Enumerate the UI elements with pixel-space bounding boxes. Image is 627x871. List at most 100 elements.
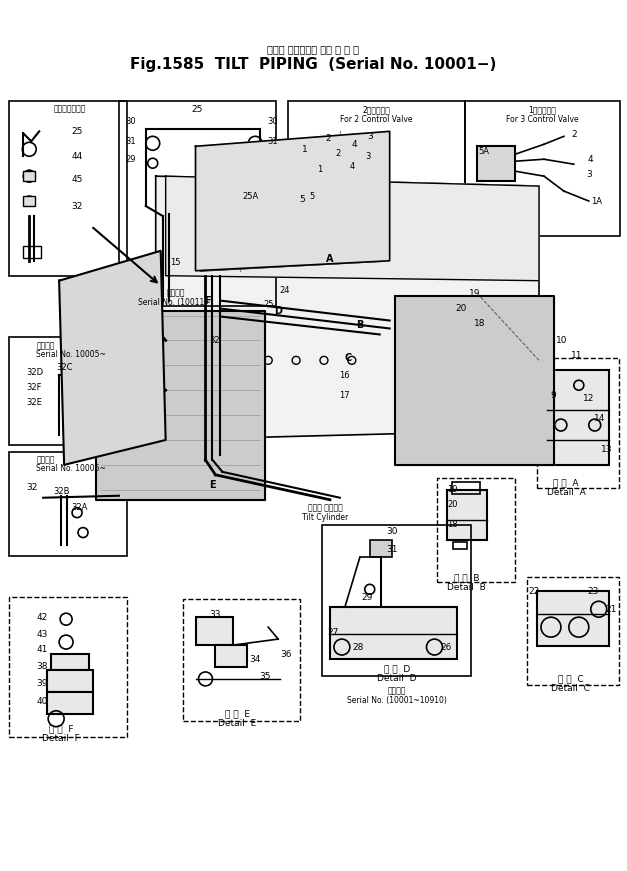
Text: Serial No. 10005~: Serial No. 10005~ (36, 464, 106, 473)
Bar (9, 102, 127, 276)
Text: 5A: 5A (478, 147, 489, 156)
Text: 27: 27 (327, 628, 339, 637)
Bar (453, 482, 480, 494)
Text: 38: 38 (36, 663, 48, 672)
Circle shape (98, 322, 134, 358)
Text: 32A: 32A (71, 503, 87, 512)
Bar (322, 524, 472, 676)
Bar (465, 102, 619, 236)
Text: 2本操作弁用: 2本操作弁用 (363, 105, 391, 114)
Text: 34: 34 (250, 654, 261, 664)
Text: 22: 22 (529, 587, 540, 596)
Text: 32F: 32F (26, 382, 42, 392)
Text: E: E (209, 480, 216, 490)
Bar (182, 599, 300, 720)
Text: D: D (274, 306, 282, 315)
Polygon shape (196, 132, 389, 271)
Text: 32C: 32C (56, 363, 73, 372)
Text: Serial No. (10001~10910): Serial No. (10001~10910) (347, 696, 446, 706)
Text: Serial No. 10005~: Serial No. 10005~ (36, 350, 106, 359)
Text: 適用番号: 適用番号 (387, 686, 406, 695)
Text: 詳 細  E: 詳 細 E (225, 709, 250, 719)
Text: 15: 15 (171, 259, 181, 267)
Text: F: F (204, 295, 211, 306)
Text: 30: 30 (125, 117, 136, 126)
Text: 32: 32 (209, 336, 219, 345)
Text: 31: 31 (267, 137, 278, 145)
Text: 19: 19 (447, 485, 458, 494)
Text: 40: 40 (36, 698, 48, 706)
Text: 44: 44 (71, 152, 82, 161)
Text: 29: 29 (361, 593, 372, 602)
Text: 13: 13 (601, 445, 613, 455)
Bar (119, 102, 276, 306)
Bar (23, 196, 35, 206)
Text: 24: 24 (280, 287, 290, 295)
Text: 適用番号: 適用番号 (166, 288, 185, 297)
Text: 32: 32 (26, 483, 38, 492)
Text: 1: 1 (317, 165, 323, 173)
Bar (453, 542, 467, 550)
Bar (47, 670, 93, 692)
Bar (477, 146, 515, 181)
Text: 20: 20 (447, 500, 458, 510)
Text: 32E: 32E (26, 398, 42, 407)
Text: 詳 細  A: 詳 細 A (553, 478, 579, 487)
Bar (23, 246, 41, 258)
Bar (527, 577, 619, 685)
Text: 適用番号: 適用番号 (36, 341, 55, 350)
Text: 26: 26 (441, 643, 452, 652)
Text: A: A (326, 253, 334, 264)
Bar (448, 490, 487, 539)
Text: 32D: 32D (26, 368, 43, 377)
Text: 32B: 32B (53, 487, 70, 496)
Text: 23: 23 (587, 587, 598, 596)
Text: 32: 32 (71, 201, 83, 211)
Text: 詳 細  F: 詳 細 F (49, 724, 73, 733)
Text: 14: 14 (594, 414, 606, 422)
Bar (288, 102, 465, 241)
Text: 3: 3 (365, 152, 371, 161)
Text: 5: 5 (309, 192, 315, 200)
Bar (216, 645, 247, 667)
Text: Serial No. (10011~): Serial No. (10011~) (138, 298, 213, 307)
Text: 33: 33 (209, 610, 221, 618)
Text: 分岐部分に使用: 分岐部分に使用 (53, 104, 85, 113)
Polygon shape (96, 311, 265, 500)
Polygon shape (166, 176, 539, 280)
Text: 42: 42 (36, 612, 48, 622)
Text: 36: 36 (280, 650, 292, 658)
Circle shape (399, 309, 431, 341)
Text: 12: 12 (583, 394, 594, 402)
Text: 31: 31 (125, 137, 136, 145)
Text: 25: 25 (263, 300, 273, 309)
Polygon shape (155, 176, 539, 440)
Text: For 2 Control Valve: For 2 Control Valve (340, 115, 413, 124)
Text: 45: 45 (71, 175, 83, 184)
Circle shape (518, 309, 550, 341)
Circle shape (518, 424, 550, 456)
Bar (370, 539, 392, 557)
Text: Detail  F: Detail F (42, 734, 80, 743)
Text: 25A: 25A (242, 192, 258, 200)
Bar (9, 337, 127, 445)
Polygon shape (394, 295, 554, 465)
Bar (196, 618, 233, 645)
Text: 43: 43 (36, 630, 48, 638)
Text: 2: 2 (335, 149, 340, 158)
Text: 5: 5 (299, 194, 305, 204)
Text: Detail  B: Detail B (447, 583, 486, 591)
Bar (438, 478, 515, 583)
Text: 29: 29 (125, 155, 136, 164)
Bar (330, 607, 457, 659)
Text: 17: 17 (340, 391, 350, 400)
Text: Detail  E: Detail E (218, 719, 256, 728)
Text: 18: 18 (447, 520, 458, 529)
Text: 35: 35 (260, 672, 271, 681)
Text: Detail  D: Detail D (377, 674, 416, 684)
Text: B: B (356, 321, 364, 330)
Text: 18: 18 (473, 319, 485, 328)
Text: 9: 9 (550, 391, 556, 400)
Text: 20: 20 (456, 304, 467, 313)
Bar (547, 370, 609, 465)
